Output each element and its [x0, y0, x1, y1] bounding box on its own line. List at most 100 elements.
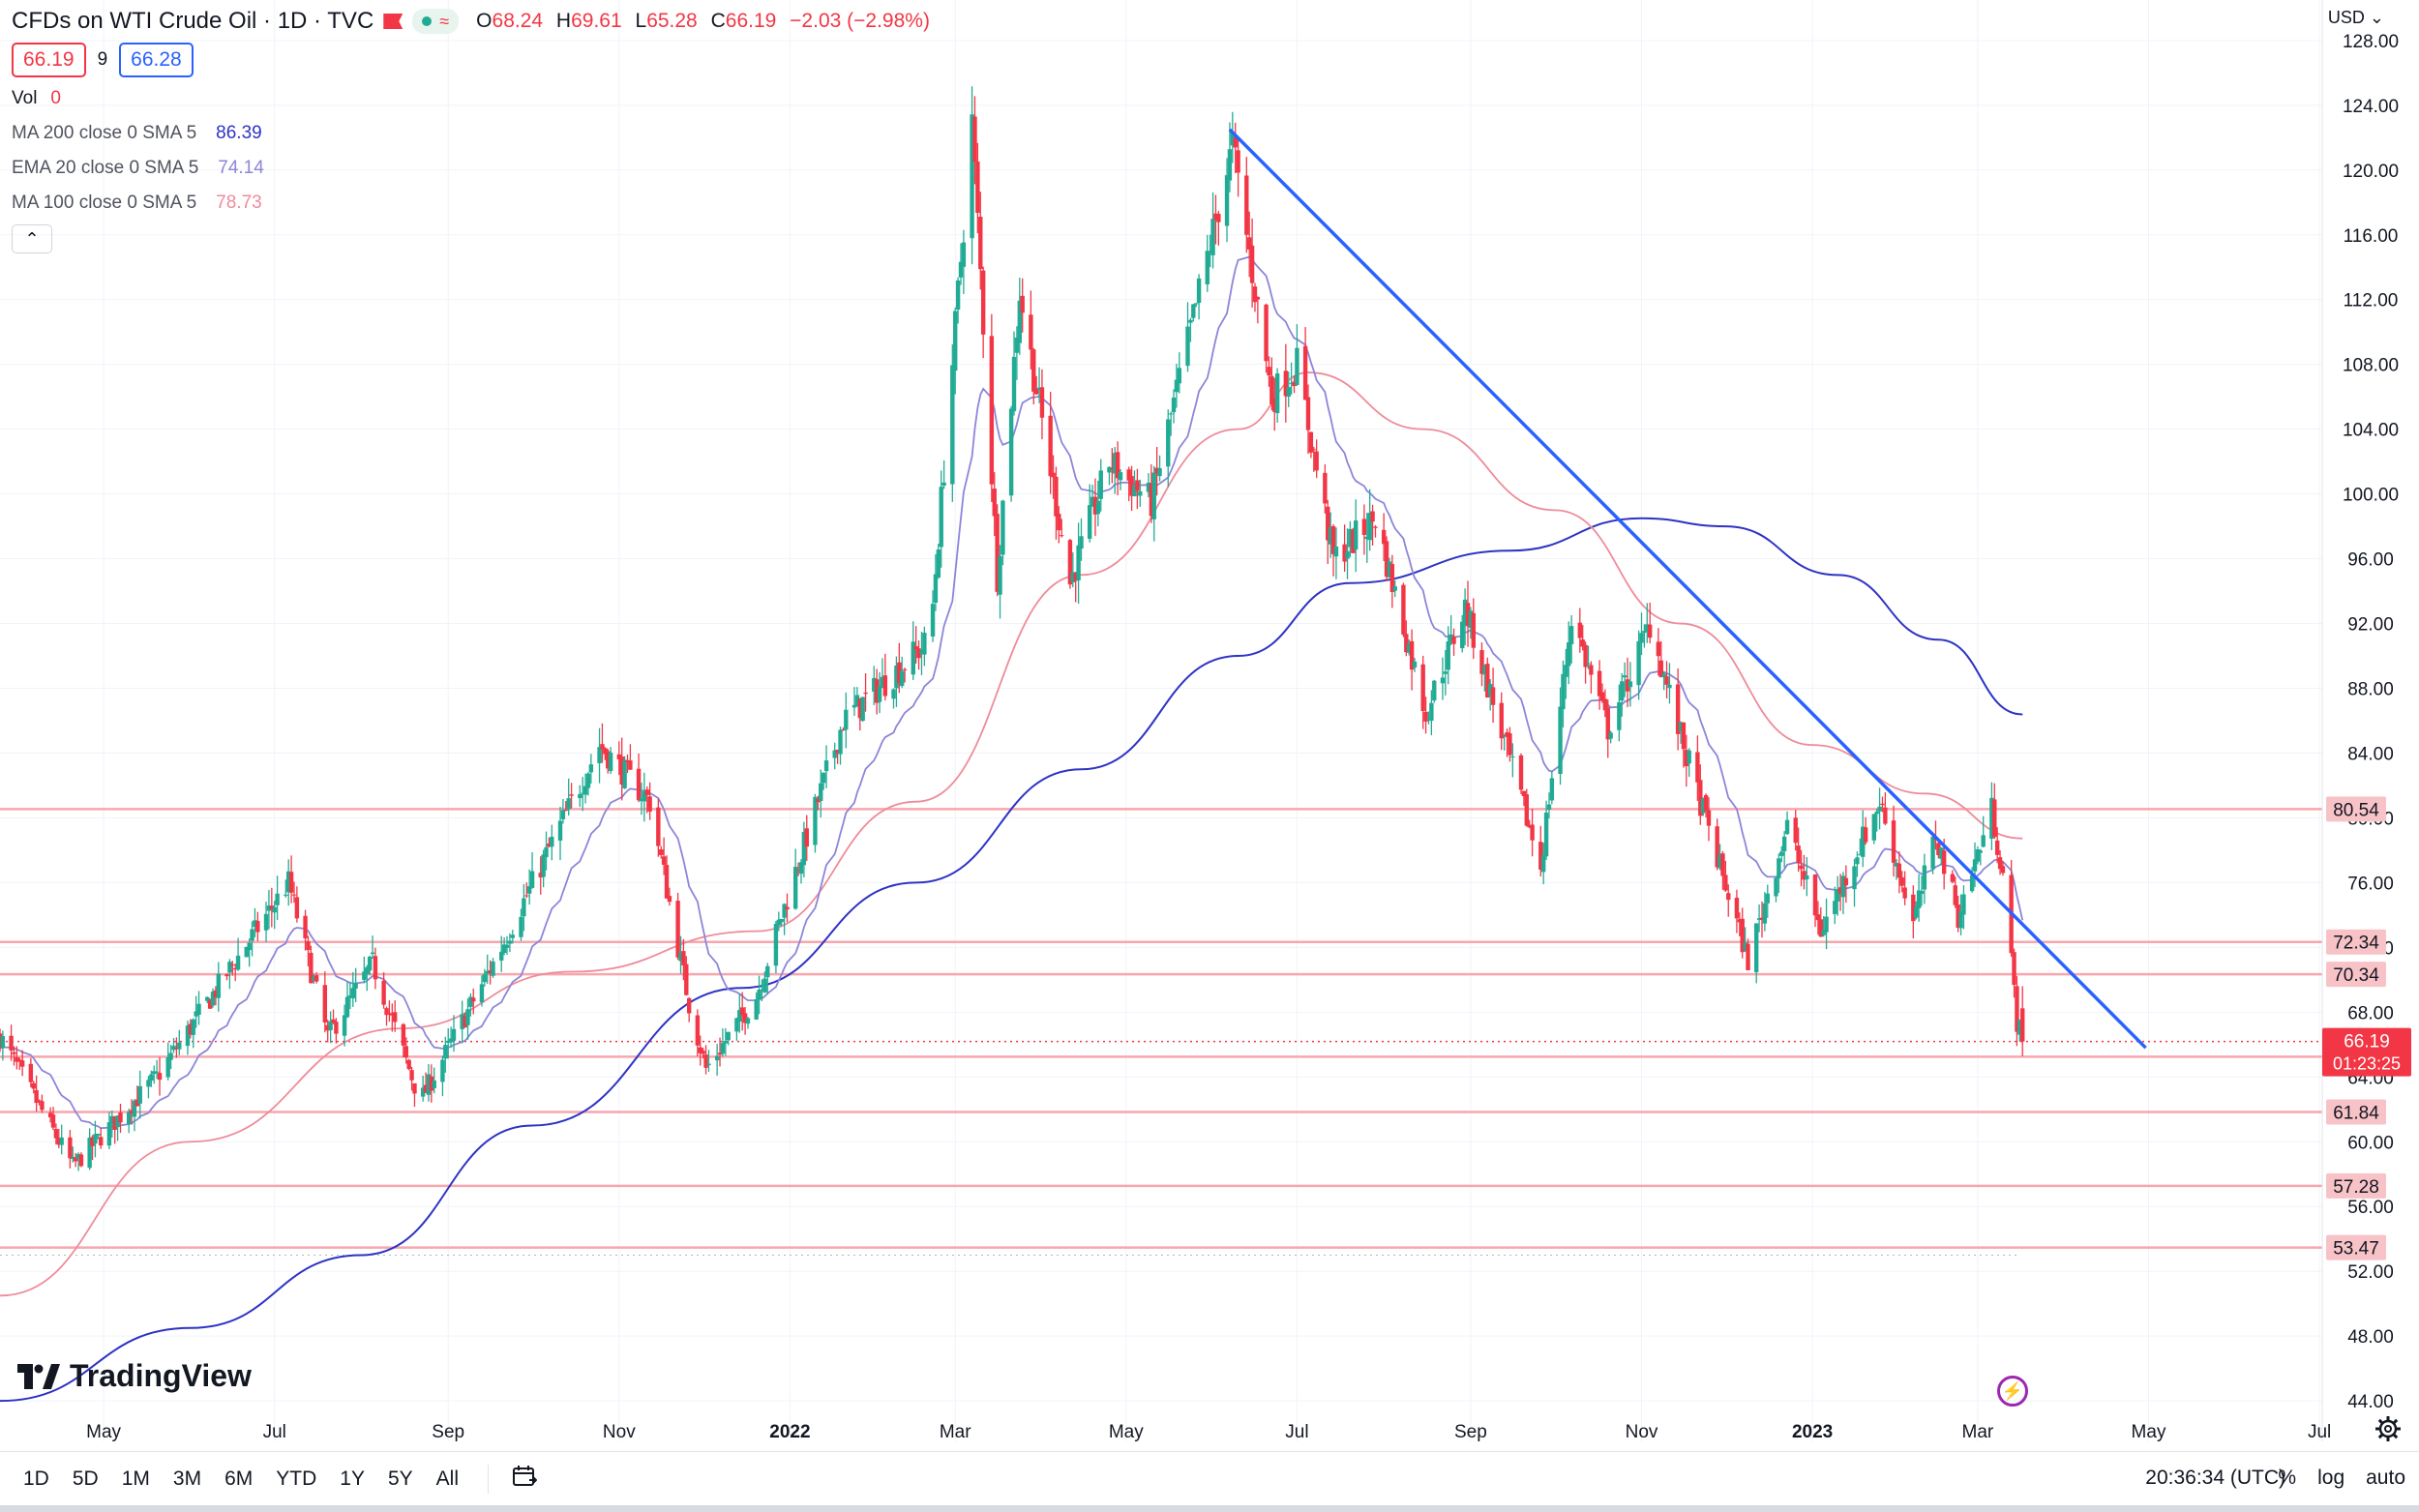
go-to-date-button[interactable]: [488, 1465, 538, 1494]
candle-body: [1880, 803, 1885, 806]
price-chart[interactable]: 44.0048.0052.0056.0060.0064.0068.0072.00…: [0, 0, 2419, 1451]
candle-body: [1658, 660, 1663, 678]
candle-body: [1060, 535, 1064, 537]
candle-body: [68, 1137, 73, 1159]
auto-toggle[interactable]: auto: [2366, 1467, 2405, 1489]
candle-body: [1911, 894, 1916, 922]
candle-body: [961, 242, 967, 267]
price-tick-label: 44.00: [2347, 1392, 2394, 1412]
candle-body: [880, 676, 885, 688]
price-tick-label: 120.00: [2343, 162, 2399, 182]
grid-lines: [0, 0, 2322, 1441]
time-axis[interactable]: May Jul Sep Nov 2022 Mar May Jul Sep Nov 2023 Mar Ma…: [86, 1422, 2331, 1442]
candle-body: [1031, 349, 1036, 392]
price-axis[interactable]: 44.0048.0052.0056.0060.0064.0068.0072.00…: [2322, 32, 2411, 1412]
candle-body: [2020, 1008, 2025, 1042]
candle-body: [897, 662, 902, 684]
log-toggle[interactable]: log: [2317, 1467, 2345, 1489]
candle-body: [647, 796, 652, 812]
percent-toggle[interactable]: %: [2278, 1467, 2297, 1489]
candle-body: [1958, 911, 1963, 929]
price-tick-label: 56.00: [2347, 1198, 2394, 1218]
indicator-ma100[interactable]: MA 100 close 0 SMA 5 78.73: [12, 190, 930, 217]
candle-body: [644, 789, 649, 795]
range-all[interactable]: All: [435, 1468, 459, 1490]
level-price-tag: [2326, 929, 2386, 955]
range-5y[interactable]: 5Y: [387, 1468, 413, 1490]
clock[interactable]: 20:36:34 (UTC): [2145, 1467, 2285, 1489]
candle-body: [1950, 874, 1956, 882]
candle-body: [266, 905, 272, 911]
sell-button[interactable]: 66.19: [12, 43, 86, 77]
candle-body: [1154, 467, 1159, 474]
candle-body: [1706, 810, 1712, 826]
candle-body: [547, 843, 552, 847]
candle-body: [53, 1129, 59, 1139]
candle-body: [1774, 877, 1778, 897]
indicator-ma200[interactable]: MA 200 close 0 SMA 5 86.39: [12, 120, 930, 147]
candle-body: [309, 952, 314, 984]
candle-body: [1308, 431, 1314, 453]
candle-body: [1530, 824, 1535, 841]
symbol-title[interactable]: CFDs on WTI Crude Oil · 1D · TVC: [12, 8, 374, 34]
candle-body: [510, 934, 515, 938]
candle-body: [347, 994, 353, 998]
range-5d[interactable]: 5D: [72, 1468, 99, 1490]
market-status[interactable]: ≈: [412, 9, 460, 34]
candle-body: [1151, 472, 1156, 519]
candle-body: [1793, 817, 1798, 844]
range-1m[interactable]: 1M: [121, 1468, 150, 1490]
volume-indicator[interactable]: Vol 0: [12, 85, 930, 112]
candle-body: [1443, 671, 1448, 674]
candle-body: [12, 1052, 16, 1054]
lightning-icon[interactable]: ⚡: [1997, 1376, 2028, 1407]
candle-body: [706, 1063, 711, 1066]
candle-body: [1305, 397, 1311, 430]
range-6m[interactable]: 6M: [224, 1468, 254, 1490]
candle-body: [608, 753, 613, 772]
candle-body: [99, 1137, 104, 1146]
collapse-legend-button[interactable]: ⌃: [12, 224, 52, 253]
candle-body: [1863, 827, 1868, 843]
tradingview-logo[interactable]: TradingView: [17, 1358, 252, 1394]
currency-selector[interactable]: USD ⌄: [2327, 8, 2384, 27]
candle-body: [737, 1010, 742, 1023]
candle-body: [1939, 847, 1944, 859]
candle-body: [2012, 952, 2016, 986]
candle-body: [1779, 851, 1784, 856]
range-1d[interactable]: 1D: [23, 1468, 49, 1490]
candle-body: [1011, 356, 1017, 412]
candle-body: [625, 759, 630, 762]
candle-body: [760, 989, 764, 991]
candle-body: [1586, 663, 1591, 665]
candle-body: [1216, 214, 1221, 222]
candle-body: [134, 1099, 140, 1107]
candle-body: [1392, 586, 1397, 591]
candle-body: [835, 750, 840, 754]
candle-body: [1361, 519, 1367, 535]
candle-body: [1095, 500, 1101, 515]
candle-body: [15, 1056, 19, 1062]
candle-body: [678, 952, 683, 962]
buy-button[interactable]: 66.28: [119, 43, 194, 77]
candle-body: [1345, 550, 1350, 559]
range-ytd[interactable]: YTD: [276, 1468, 317, 1490]
candle-body: [50, 1114, 56, 1128]
candle-body: [1057, 514, 1061, 531]
flag-icon[interactable]: [383, 14, 403, 29]
indicator-ema20[interactable]: EMA 20 close 0 SMA 5 74.14: [12, 155, 930, 182]
candle-body: [1625, 679, 1630, 692]
candle-body: [1599, 692, 1605, 701]
bottom-scrollbar[interactable]: [0, 1505, 2419, 1512]
chevron-down-icon: ⌄: [2369, 8, 2384, 27]
range-3m[interactable]: 3M: [172, 1468, 202, 1490]
trendline[interactable]: [1228, 128, 2147, 1050]
gear-icon[interactable]: [2374, 1415, 2402, 1442]
candle-body: [522, 898, 526, 917]
candle-body: [1568, 626, 1574, 644]
range-1y[interactable]: 1Y: [340, 1468, 365, 1490]
candle-body: [1384, 541, 1389, 578]
candle-body: [312, 976, 316, 981]
candle-body: [485, 970, 490, 974]
candle-body: [350, 988, 355, 998]
